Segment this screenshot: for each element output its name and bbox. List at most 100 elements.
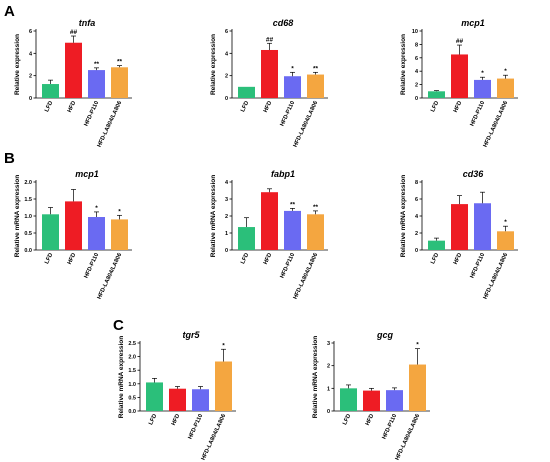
y-tick-label: 1.0 [128,382,136,388]
bar-hfd [169,388,186,411]
y-tick-label: 2 [29,74,32,80]
bar-lfd [428,240,445,250]
bar-hfd-p110 [88,217,105,250]
bar-lfd [146,382,163,411]
chart-title: tgr5 [182,330,200,340]
chart-1-cd68: cd68 Relative expression 0 2 4 6 LFD ## HFD * HFD-… [210,18,328,148]
bar-hfd-p110 [474,203,491,250]
x-tick-label: HFD [453,252,463,265]
x-tick-label: LFD [240,100,250,113]
y-tick-label: 1.5 [128,368,136,374]
bar-hfd-p110 [88,70,105,98]
x-tick-label: HFD-P110 [83,252,100,279]
x-tick-label: HFD-LA804/LA806 [97,100,124,149]
panel-letter-b: B [4,150,15,167]
chart-0-tnfa: tnfa Relative expression 0 2 4 6 LFD ## HFD ** HFD… [14,18,132,148]
y-tick-label: 6 [225,29,228,35]
y-tick-label: 0 [415,248,418,254]
x-tick-label: HFD-LA804/LA806 [293,100,320,149]
x-tick-label: HFD-P110 [83,100,100,127]
y-tick-label: 6 [415,56,418,62]
y-tick-label: 3 [327,341,330,347]
bar-hfd-la804-la806 [497,231,514,250]
bar-hfd-la804-la806 [307,214,324,250]
y-tick-label: 0 [29,96,32,102]
y-tick-label: 2.0 [128,355,136,361]
bar-hfd-la804-la806 [409,364,426,411]
y-tick-label: 0 [415,96,418,102]
y-axis-label: Relative mRNA expression [210,175,217,258]
significance-mark: * [118,208,121,215]
x-tick-label: HFD [263,100,273,113]
x-tick-label: HFD-LA804/LA806 [97,252,124,301]
y-tick-label: 0 [225,248,228,254]
x-tick-label: LFD [430,252,440,265]
y-axis-label: Relative mRNA expression [400,175,407,258]
significance-mark: ## [266,36,274,43]
x-tick-label: HFD-P110 [469,252,486,279]
chart-5-cd36: cd36 Relative mRNA expression 0 2 4 6 8 LFD HFD H… [400,169,518,300]
x-tick-label: HFD [67,100,77,113]
x-tick-label: HFD-LA804/LA806 [395,413,422,462]
chart-title: mcp1 [461,18,485,28]
bar-hfd-la804-la806 [307,74,324,98]
y-tick-label: 0.5 [24,231,32,237]
y-axis-label: Relative mRNA expression [14,175,21,258]
bar-hfd [261,49,278,98]
x-tick-label: LFD [240,252,250,265]
significance-mark: * [95,205,98,212]
chart-title: mcp1 [75,169,99,179]
significance-mark: ## [70,29,78,36]
x-tick-label: HFD-P110 [381,413,398,440]
significance-mark: * [504,68,507,75]
bar-hfd-la804-la806 [111,67,128,98]
significance-mark: ** [290,201,296,208]
y-axis-label: Relative mRNA expression [118,336,125,419]
x-tick-label: HFD-P110 [279,252,296,279]
bar-lfd [42,214,59,250]
x-tick-label: HFD [263,252,273,265]
y-axis-label: Relative expression [210,34,217,95]
y-tick-label: 0.0 [24,248,32,254]
chart-6-tgr5: tgr5 Relative mRNA expression 0.0 0.5 1.0 1.5… [118,330,236,461]
x-tick-label: HFD [67,252,77,265]
significance-mark: ## [456,38,464,45]
significance-mark: ** [313,204,319,211]
y-tick-label: 6 [29,29,32,35]
y-tick-label: 8 [415,42,418,48]
y-tick-label: 0 [225,96,228,102]
significance-mark: * [222,342,225,349]
chart-title: cd68 [273,18,294,28]
bar-hfd [261,192,278,250]
y-tick-label: 1.5 [24,197,32,203]
y-tick-label: 8 [415,180,418,186]
chart-title: fabp1 [271,169,295,179]
x-tick-label: LFD [44,100,54,113]
y-tick-label: 3 [225,197,228,203]
y-tick-label: 1 [327,386,330,392]
x-tick-label: HFD [365,413,375,426]
y-tick-label: 0.5 [128,395,136,401]
x-tick-label: HFD-P110 [469,100,486,127]
y-tick-label: 4 [415,69,419,75]
x-tick-label: HFD-LA804/LA806 [483,100,510,149]
panel-letter-a: A [4,3,15,20]
bar-lfd [428,91,445,98]
significance-mark: * [291,65,294,72]
significance-mark: ** [94,61,100,68]
y-tick-label: 2 [415,83,418,89]
bar-lfd [42,84,59,98]
bar-hfd-la804-la806 [497,78,514,98]
y-tick-label: 10 [412,29,418,35]
bar-lfd [238,227,255,250]
y-tick-label: 4 [225,180,229,186]
y-tick-label: 0 [327,409,330,415]
y-tick-label: 2 [225,214,228,220]
bar-hfd-p110 [386,390,403,411]
y-tick-label: 2.5 [128,341,136,347]
y-tick-label: 4 [415,214,419,220]
bar-hfd [65,42,82,98]
bar-hfd-la804-la806 [215,361,232,411]
bar-hfd-p110 [192,389,209,411]
